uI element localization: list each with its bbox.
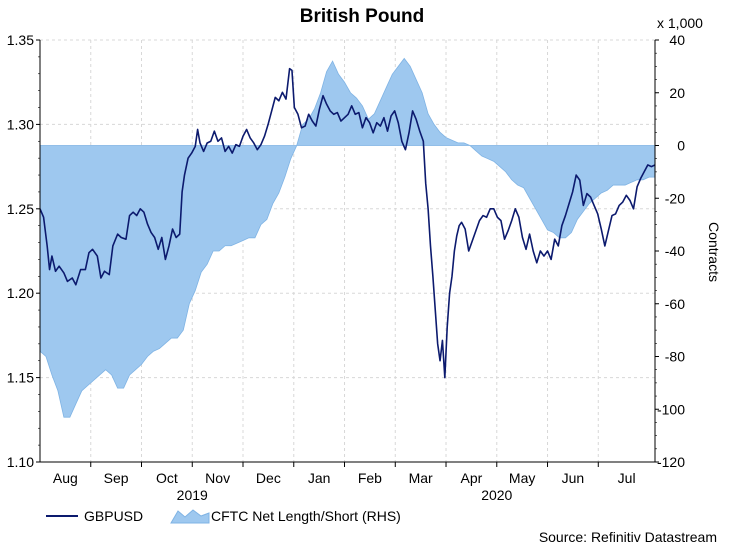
legend: GBPUSD CFTC Net Length/Short (RHS) — [46, 508, 401, 524]
right-tick-label: 20 — [669, 85, 685, 101]
month-label: Sep — [104, 470, 129, 486]
month-label: Jan — [308, 470, 331, 486]
gbpusd-line — [39, 67, 656, 379]
right-axis-multiplier: x 1,000 — [657, 15, 703, 31]
right-tick-label: -40 — [665, 243, 685, 259]
left-tick-label: 1.30 — [7, 116, 34, 132]
right-tick-label: -100 — [657, 401, 685, 417]
right-tick-label: 40 — [669, 32, 685, 48]
right-tick-label: 0 — [677, 138, 685, 154]
legend-area-label: CFTC Net Length/Short (RHS) — [211, 508, 401, 524]
axes: 1.10 1.15 1.20 1.25 1.30 1.35 40 20 0 -20 -40 -60 -8… — [7, 32, 685, 503]
left-tick-label: 1.20 — [7, 285, 34, 301]
right-axis-label: Contracts — [706, 222, 722, 282]
month-label: Apr — [460, 470, 482, 486]
left-tick-label: 1.35 — [7, 32, 34, 48]
right-tick-label: -80 — [665, 349, 685, 365]
month-label: Aug — [53, 470, 78, 486]
left-tick-label: 1.10 — [7, 454, 34, 470]
year-label: 2020 — [481, 487, 512, 503]
right-tick-label: -20 — [665, 190, 685, 206]
month-label: Oct — [156, 470, 178, 486]
left-tick-label: 1.15 — [7, 370, 34, 386]
month-label: Mar — [409, 470, 433, 486]
right-tick-label: -60 — [665, 296, 685, 312]
month-label: Jun — [562, 470, 585, 486]
year-label: 2019 — [177, 487, 208, 503]
line-series — [39, 67, 656, 379]
right-tick-label: -120 — [657, 454, 685, 470]
source-note: Source: Refinitiv Datastream — [539, 529, 717, 545]
month-label: Nov — [205, 470, 230, 486]
left-tick-label: 1.25 — [7, 201, 34, 217]
month-label: Jul — [618, 470, 636, 486]
area-series — [39, 57, 656, 418]
legend-line-label: GBPUSD — [84, 508, 143, 524]
month-label: Dec — [256, 470, 281, 486]
cftc-area — [39, 57, 656, 418]
month-label: Feb — [358, 470, 382, 486]
legend-area-swatch — [170, 509, 210, 524]
chart-title: British Pound — [300, 6, 425, 27]
month-label: May — [509, 470, 535, 486]
